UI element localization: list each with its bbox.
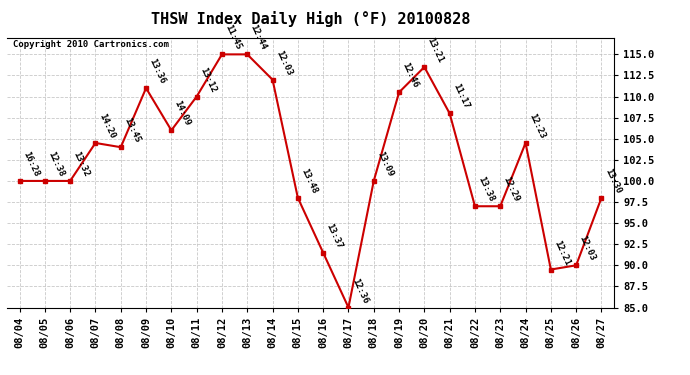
Text: 13:32: 13:32 [72,150,91,178]
Text: 12:36: 12:36 [350,276,369,305]
Text: 11:45: 11:45 [224,23,243,52]
Text: 12:23: 12:23 [527,112,546,140]
Text: 13:30: 13:30 [603,167,622,195]
Text: 13:12: 13:12 [198,66,217,94]
Text: 13:38: 13:38 [476,175,496,204]
Text: 12:03: 12:03 [578,234,597,262]
Text: 12:44: 12:44 [248,23,268,52]
Text: 13:36: 13:36 [148,57,167,86]
Text: 12:29: 12:29 [502,175,521,204]
Text: 13:21: 13:21 [426,36,445,64]
Text: 11:17: 11:17 [451,82,471,111]
Text: 13:09: 13:09 [375,150,395,178]
Text: 13:48: 13:48 [299,167,319,195]
Text: 12:38: 12:38 [46,150,66,178]
Text: 14:20: 14:20 [97,112,117,140]
Text: 12:03: 12:03 [274,49,293,77]
Text: THSW Index Daily High (°F) 20100828: THSW Index Daily High (°F) 20100828 [151,11,470,27]
Text: 13:37: 13:37 [324,222,344,250]
Text: 12:46: 12:46 [400,62,420,90]
Text: 13:45: 13:45 [122,116,141,144]
Text: Copyright 2010 Cartronics.com: Copyright 2010 Cartronics.com [13,40,169,49]
Text: 12:21: 12:21 [552,238,572,267]
Text: 14:09: 14:09 [172,99,193,128]
Text: 16:28: 16:28 [21,150,41,178]
